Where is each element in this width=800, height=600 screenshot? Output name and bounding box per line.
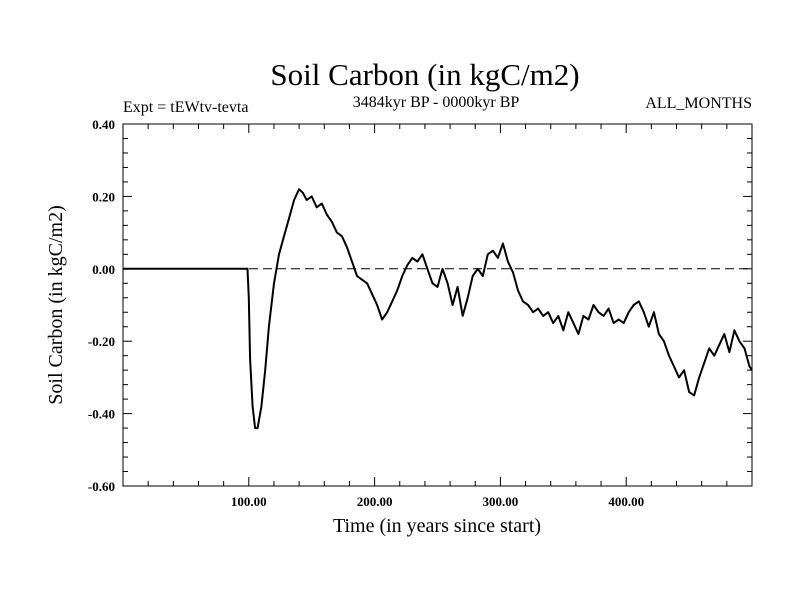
y-tick-label: -0.60	[88, 479, 115, 494]
chart-title: Soil Carbon (in kgC/m2)	[270, 57, 579, 92]
y-tick-label: 0.00	[92, 262, 115, 277]
y-tick-label: 0.40	[92, 117, 115, 132]
y-tick-label: -0.20	[88, 334, 115, 349]
x-tick-label: 300.00	[483, 494, 519, 509]
x-axis-label: Time (in years since start)	[333, 515, 541, 537]
y-axis-label: Soil Carbon (in kgC/m2)	[45, 205, 67, 404]
plot-frame	[122, 123, 753, 487]
plot-area	[123, 188, 753, 430]
y-tick-label: -0.40	[88, 407, 115, 422]
series-line-0	[123, 188, 753, 430]
x-tick-label: 200.00	[357, 494, 393, 509]
y-tick-label: 0.20	[92, 189, 115, 204]
x-tick-label: 100.00	[231, 494, 267, 509]
time-range-label: 3484kyr BP - 0000kyr BP	[353, 94, 520, 111]
months-label: ALL_MONTHS	[645, 95, 752, 112]
y-axis-ticks: -0.60 -0.40 -0.20 0.00 0.20 0.40	[88, 117, 752, 494]
experiment-label: Expt = tEWtv-tevta	[123, 99, 248, 116]
x-axis-ticks: 100.00 200.00 300.00 400.00	[147, 124, 728, 509]
x-tick-label: 400.00	[608, 494, 644, 509]
